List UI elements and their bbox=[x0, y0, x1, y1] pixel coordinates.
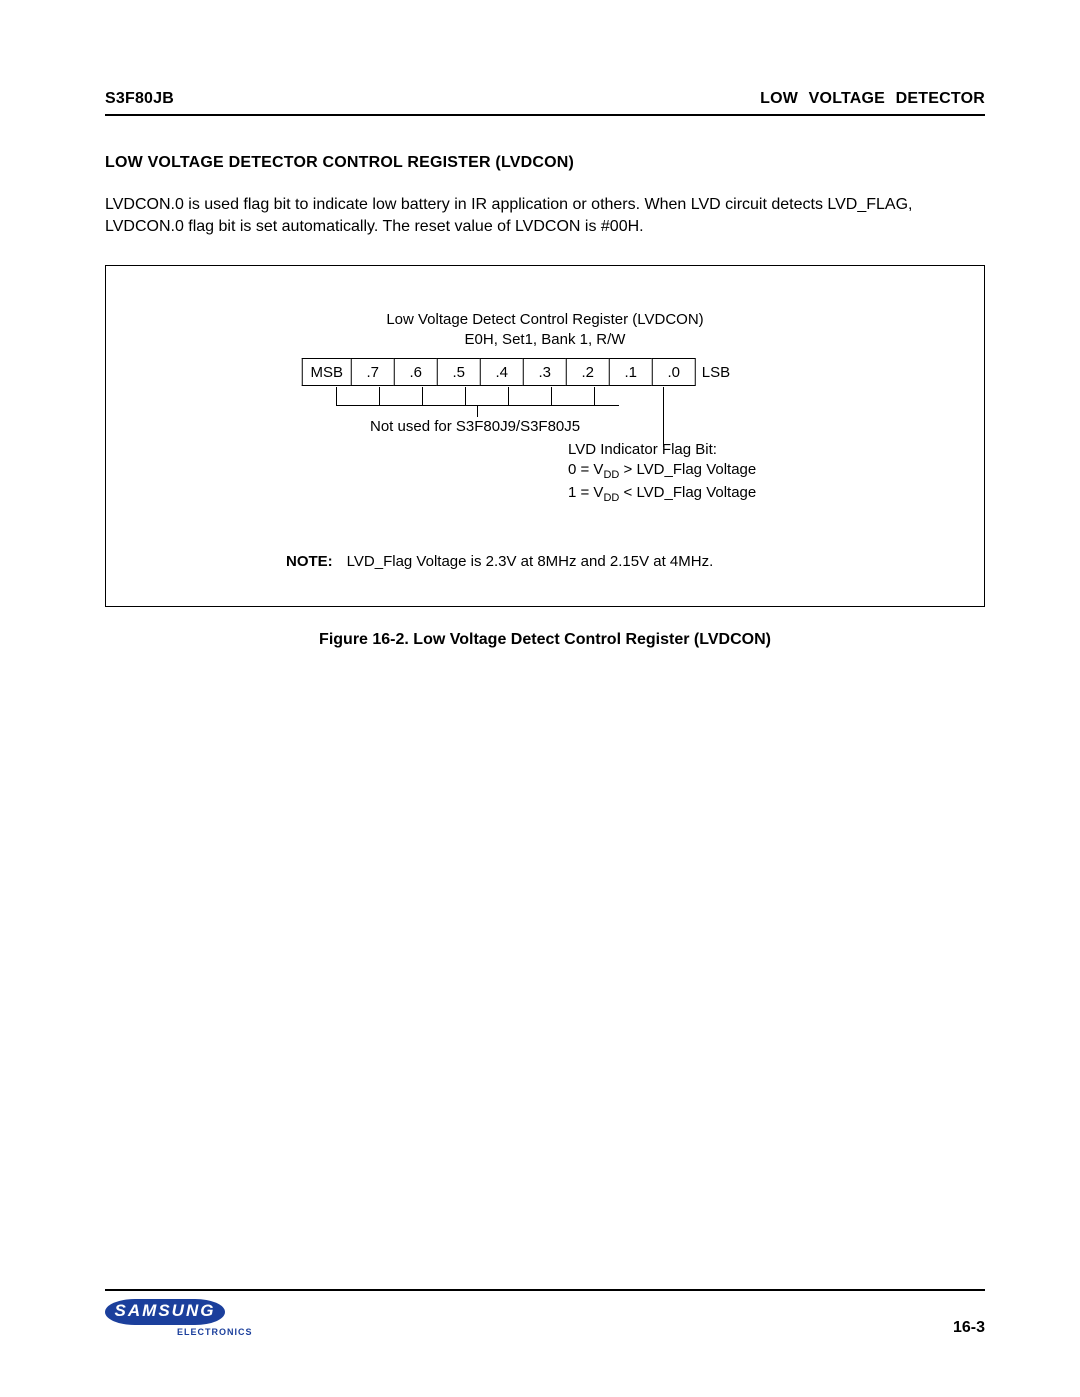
page-footer: SAMSUNG ELECTRONICS 16-3 bbox=[105, 1289, 985, 1337]
header-rule bbox=[105, 114, 985, 116]
msb-label: MSB bbox=[302, 358, 351, 386]
not-used-label: Not used for S3F80J9/S3F80J5 bbox=[370, 418, 580, 435]
page-header: S3F80JB LOW VOLTAGE DETECTOR bbox=[105, 90, 985, 108]
header-left: S3F80JB bbox=[105, 90, 174, 108]
figure-caption: Figure 16-2. Low Voltage Detect Control … bbox=[105, 631, 985, 649]
section-title: LOW VOLTAGE DETECTOR CONTROL REGISTER (L… bbox=[105, 154, 985, 172]
bit-1: .1 bbox=[609, 358, 652, 386]
figure-note: NOTE:LVD_Flag Voltage is 2.3V at 8MHz an… bbox=[286, 553, 713, 570]
bit-cells: .7 .6 .5 .4 .3 .2 .1 .0 bbox=[351, 358, 696, 386]
bit-7: .7 bbox=[351, 358, 394, 386]
connector-line bbox=[594, 387, 595, 405]
bit-6: .6 bbox=[394, 358, 437, 386]
lsb-label: LSB bbox=[696, 360, 736, 385]
connector-line bbox=[465, 387, 466, 405]
connector-line bbox=[551, 387, 552, 405]
flag-bit-description: LVD Indicator Flag Bit: 0 = VDD > LVD_Fl… bbox=[568, 440, 756, 506]
bit-5: .5 bbox=[437, 358, 480, 386]
connector-line bbox=[477, 405, 478, 417]
figure-box: Low Voltage Detect Control Register (LVD… bbox=[105, 265, 985, 607]
connector-line bbox=[663, 387, 664, 447]
register-bit-row: MSB .7 .6 .5 .4 .3 .2 .1 .0 LSB bbox=[302, 358, 736, 386]
header-right: LOW VOLTAGE DETECTOR bbox=[760, 90, 985, 108]
bit-4: .4 bbox=[480, 358, 523, 386]
page-number: 16-3 bbox=[953, 1319, 985, 1337]
samsung-logo: SAMSUNG ELECTRONICS bbox=[105, 1299, 253, 1337]
footer-rule bbox=[105, 1289, 985, 1291]
bit-2: .2 bbox=[566, 358, 609, 386]
connector-line bbox=[336, 387, 337, 405]
connector-line bbox=[508, 387, 509, 405]
connector-line bbox=[422, 387, 423, 405]
body-paragraph: LVDCON.0 is used flag bit to indicate lo… bbox=[105, 194, 985, 237]
register-title: Low Voltage Detect Control Register (LVD… bbox=[136, 310, 954, 349]
bit-3: .3 bbox=[523, 358, 566, 386]
connector-line bbox=[379, 387, 380, 405]
bit-0: .0 bbox=[652, 358, 696, 386]
